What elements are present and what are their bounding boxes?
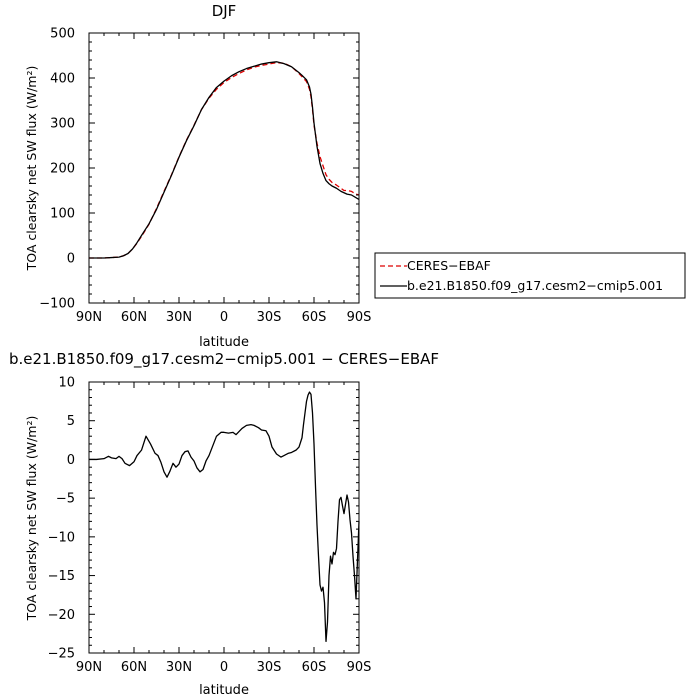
bottom-y-tick-label: −20 bbox=[48, 608, 75, 623]
top-x-tick-label: 90S bbox=[347, 310, 372, 325]
top-y-tick-label: 500 bbox=[50, 27, 75, 42]
bottom-series-line-0 bbox=[89, 391, 360, 643]
bottom-chart-title: b.e21.B1850.f09_g17.cesm2−cmip5.001 − CE… bbox=[9, 350, 439, 369]
bottom-plot-area bbox=[89, 391, 360, 643]
top-x-axis: 90N 60N 30N 0 30S 60S 90S bbox=[76, 33, 372, 325]
bottom-y-tick-label: −10 bbox=[48, 530, 75, 545]
top-y-tick-label: 200 bbox=[50, 162, 75, 177]
bottom-plot-frame bbox=[88, 381, 360, 654]
legend-label-model: b.e21.B1850.f09_g17.cesm2−cmip5.001 bbox=[407, 278, 663, 293]
bottom-x-tick-label: 90N bbox=[76, 660, 102, 675]
bottom-x-axis-label: latitude bbox=[199, 683, 249, 698]
bottom-x-tick-label: 60N bbox=[121, 660, 147, 675]
bottom-y-tick-label: 10 bbox=[58, 376, 75, 391]
bottom-y-tick-label: −5 bbox=[56, 492, 75, 507]
bottom-panel: b.e21.B1850.f09_g17.cesm2−cmip5.001 − CE… bbox=[9, 350, 439, 698]
top-x-tick-label: 30S bbox=[257, 310, 282, 325]
top-chart-title: DJF bbox=[212, 2, 237, 20]
top-series-line-1 bbox=[89, 61, 360, 259]
top-x-tick-label: 30N bbox=[166, 310, 192, 325]
top-panel: DJF −100 0 100 200 300 400 500 90N 60N 30N 0 30S 60… bbox=[24, 2, 371, 350]
legend-label-ceres: CERES−EBAF bbox=[407, 258, 491, 273]
top-x-tick-label: 0 bbox=[220, 310, 228, 325]
bottom-x-axis: 90N 60N 30N 0 30S 60S 90S bbox=[76, 382, 372, 675]
top-plot-frame bbox=[88, 32, 360, 304]
bottom-y-tick-label: 0 bbox=[67, 453, 75, 468]
top-y-tick-label: −100 bbox=[39, 297, 75, 312]
top-x-tick-label: 90N bbox=[76, 310, 102, 325]
legend-box bbox=[374, 252, 686, 299]
bottom-x-tick-label: 30N bbox=[166, 660, 192, 675]
top-y-tick-label: 300 bbox=[50, 117, 75, 132]
bottom-x-tick-label: 60S bbox=[302, 660, 327, 675]
top-y-axis-label: TOA clearsky net SW flux (W/m²) bbox=[24, 66, 39, 272]
top-x-tick-label: 60S bbox=[302, 310, 327, 325]
top-y-tick-label: 400 bbox=[50, 72, 75, 87]
top-plot-area bbox=[89, 61, 360, 259]
bottom-x-tick-label: 30S bbox=[257, 660, 282, 675]
bottom-x-tick-label: 90S bbox=[347, 660, 372, 675]
bottom-y-axis: −25 −20 −15 −10 −5 0 5 10 bbox=[48, 376, 359, 662]
top-y-tick-label: 0 bbox=[67, 252, 75, 267]
bottom-x-tick-label: 0 bbox=[220, 660, 228, 675]
top-x-axis-label: latitude bbox=[199, 335, 249, 350]
top-y-axis: −100 0 100 200 300 400 500 bbox=[39, 27, 359, 312]
legend: CERES−EBAF b.e21.B1850.f09_g17.cesm2−cmi… bbox=[374, 252, 686, 299]
bottom-y-axis-label: TOA clearsky net SW flux (W/m²) bbox=[24, 416, 39, 622]
top-series-line-0 bbox=[89, 62, 360, 259]
bottom-y-tick-label: −25 bbox=[48, 647, 75, 662]
top-y-tick-label: 100 bbox=[50, 207, 75, 222]
bottom-y-tick-label: 5 bbox=[67, 414, 75, 429]
top-x-tick-label: 60N bbox=[121, 310, 147, 325]
bottom-y-tick-label: −15 bbox=[48, 569, 75, 584]
